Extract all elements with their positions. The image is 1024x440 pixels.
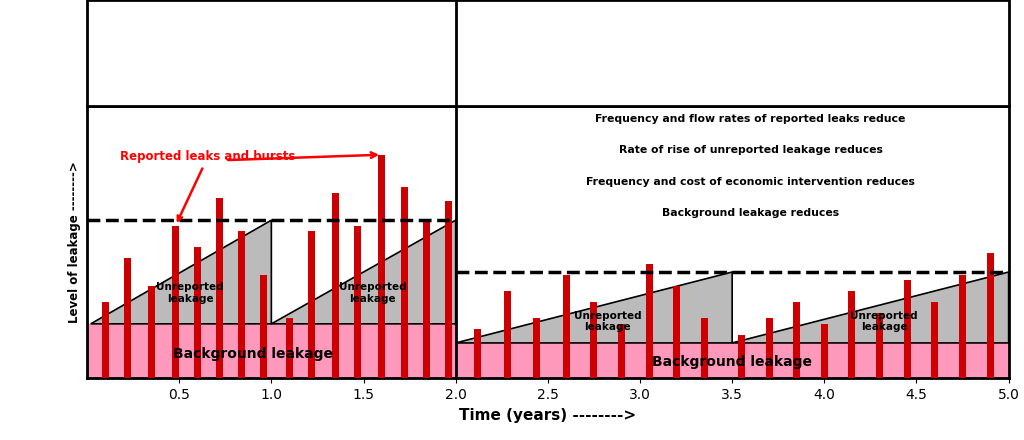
Bar	[821, 324, 827, 378]
Bar	[563, 275, 569, 378]
Text: Unreported
leakage: Unreported leakage	[573, 311, 642, 333]
Bar	[849, 291, 855, 378]
Bar	[701, 319, 708, 378]
Text: Background leakage: Background leakage	[652, 356, 812, 370]
Bar	[794, 302, 800, 378]
Text: Frequency and cost of economic intervention reduces: Frequency and cost of economic intervent…	[586, 176, 915, 187]
Bar	[591, 302, 597, 378]
Bar	[124, 258, 131, 378]
Bar	[308, 231, 315, 378]
Text: Unreported
leakage: Unreported leakage	[850, 311, 919, 333]
Polygon shape	[271, 220, 456, 324]
Text: Background leakage reduces: Background leakage reduces	[663, 208, 839, 218]
Text: Unreported
leakage: Unreported leakage	[157, 282, 224, 304]
Bar	[172, 226, 179, 378]
Bar	[102, 302, 109, 378]
Bar	[333, 193, 339, 378]
Bar	[423, 220, 430, 378]
Bar	[877, 313, 883, 378]
Bar	[400, 187, 408, 378]
Text: Unreported
leakage: Unreported leakage	[339, 282, 407, 304]
Polygon shape	[91, 220, 271, 324]
X-axis label: Time (years) -------->: Time (years) -------->	[460, 408, 636, 423]
Bar	[534, 319, 541, 378]
Bar	[959, 275, 966, 378]
Polygon shape	[456, 272, 732, 343]
Bar	[618, 324, 625, 378]
Bar	[287, 319, 293, 378]
Text: <------------ AFTER PRESSURE MANAGEMENT -------------------->: <------------ AFTER PRESSURE MANAGEMENT …	[505, 46, 959, 59]
Bar	[260, 275, 267, 378]
Bar	[987, 253, 993, 378]
Bar	[239, 231, 246, 378]
Text: Reported leaks and bursts: Reported leaks and bursts	[120, 150, 296, 220]
Bar	[738, 335, 744, 378]
Polygon shape	[732, 272, 1009, 343]
Bar	[444, 201, 452, 378]
Text: Rate of rise of unreported leakage reduces: Rate of rise of unreported leakage reduc…	[618, 145, 883, 155]
Y-axis label: Level of leakage -------->: Level of leakage -------->	[69, 161, 82, 323]
Bar	[216, 198, 223, 378]
Bar	[766, 319, 772, 378]
Bar	[474, 329, 481, 378]
Bar	[354, 226, 361, 378]
Text: <- BEFORE PRESSURE MANAGEMENT ->: <- BEFORE PRESSURE MANAGEMENT ->	[123, 46, 420, 59]
Text: Background leakage: Background leakage	[173, 347, 333, 361]
Bar	[932, 302, 938, 378]
Bar	[646, 264, 652, 378]
Bar	[904, 280, 910, 378]
Bar	[379, 155, 385, 378]
Bar	[148, 286, 155, 378]
Bar	[195, 247, 201, 378]
Bar	[674, 286, 680, 378]
Text: Frequency and flow rates of reported leaks reduce: Frequency and flow rates of reported lea…	[595, 114, 906, 124]
Bar	[504, 291, 511, 378]
